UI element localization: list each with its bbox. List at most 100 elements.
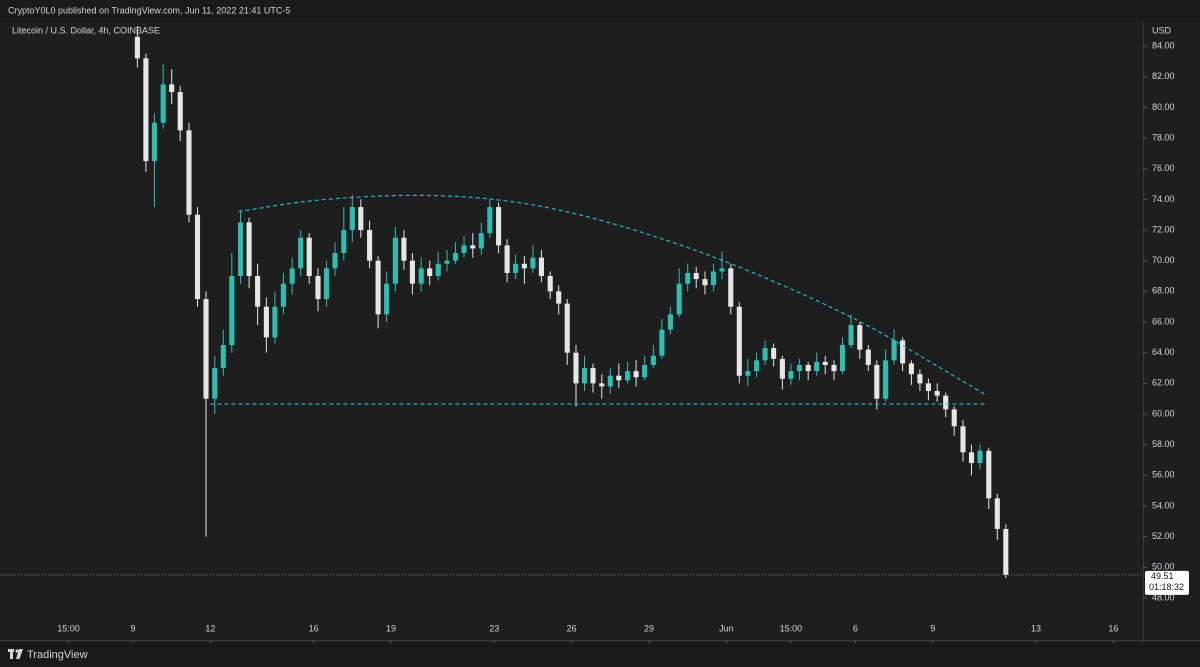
candle-body [367, 230, 373, 261]
y-tick-label: 70.00 [1152, 255, 1175, 265]
candle-body [693, 272, 699, 280]
candle-body [349, 207, 355, 231]
candle-body [943, 395, 949, 410]
x-tick-label: 16 [1108, 623, 1118, 633]
candle-body [530, 257, 536, 269]
candle-body [435, 263, 441, 277]
candle-body [968, 452, 975, 464]
candle-body [169, 84, 175, 93]
candle-body [538, 257, 544, 277]
x-tick-label: 29 [644, 623, 654, 633]
candle-body [194, 214, 201, 300]
y-tick-label: 68.00 [1152, 286, 1175, 296]
y-tick-label: 54.00 [1152, 500, 1175, 510]
candle-body [341, 230, 347, 254]
candle-body [332, 253, 338, 269]
header-bar [0, 0, 1200, 22]
plot-area [134, 26, 1009, 579]
x-tick-label: 15:00 [780, 623, 803, 633]
y-tick-label: 76.00 [1152, 163, 1175, 173]
brand-logo [8, 649, 23, 659]
candle-body [151, 122, 157, 162]
candle-body [556, 291, 562, 304]
candle-body [1003, 529, 1009, 575]
candle-body [977, 450, 983, 464]
symbol-title: Litecoin / U.S. Dollar, 4h, COINBASE [12, 25, 160, 35]
candle-body [203, 299, 209, 399]
x-tick-label: 6 [853, 623, 858, 633]
candle-body [177, 92, 183, 131]
x-tick-label: Jun [719, 623, 734, 633]
candle-body [452, 253, 459, 261]
candle-body [392, 237, 398, 284]
candle-body [255, 276, 261, 307]
candle-body [771, 348, 777, 359]
candle-body [874, 364, 880, 399]
candle-body [461, 245, 467, 254]
candle-body [754, 360, 760, 372]
candle-body [289, 268, 295, 284]
candle-body [323, 268, 330, 300]
x-tick-label: 9 [130, 623, 135, 633]
x-tick-label: 12 [205, 623, 215, 633]
candle-body [384, 283, 390, 315]
publisher-line: CryptoY0L0 published on TradingView.com,… [8, 5, 290, 15]
x-tick-label: 9 [930, 623, 935, 633]
candle-body [625, 371, 631, 381]
candle-body [719, 268, 725, 272]
candle-body [659, 329, 665, 356]
x-tick-label: 13 [1031, 623, 1041, 633]
y-tick-label: 74.00 [1152, 194, 1175, 204]
candle-body [900, 340, 906, 364]
candle-body [779, 358, 785, 379]
candle-body [306, 237, 312, 277]
x-tick-label: 16 [309, 623, 319, 633]
candle-body [822, 361, 828, 365]
candle-body [788, 371, 794, 379]
candle-body [986, 450, 992, 499]
candle-body [315, 276, 321, 300]
candle-body [908, 363, 914, 375]
candle-body [650, 355, 656, 365]
candle-body [891, 340, 897, 361]
last-price-label: 49.51 [1151, 571, 1174, 581]
candle-body [487, 207, 493, 234]
candle-body [427, 268, 433, 277]
y-tick-label: 50.00 [1152, 562, 1175, 572]
y-tick-label: 62.00 [1152, 378, 1175, 388]
candle-body [667, 314, 673, 330]
candle-body [220, 345, 226, 369]
candle-body [418, 268, 424, 284]
candle-body [745, 371, 751, 376]
candle-body [521, 263, 527, 269]
x-tick-label: 15:00 [57, 623, 80, 633]
candle-body [676, 283, 682, 315]
candle-body [409, 260, 415, 284]
brand-name: TradingView [27, 649, 88, 661]
candle-body [642, 364, 648, 378]
candle-body [513, 263, 519, 273]
candle-body [925, 383, 931, 392]
candle-body [848, 325, 854, 346]
y-tick-label: 58.00 [1152, 439, 1175, 449]
candle-body [272, 306, 278, 338]
currency-label: USD [1152, 25, 1172, 35]
candle-body [865, 349, 871, 365]
footer-bar [0, 643, 1200, 667]
candle-body [814, 361, 820, 372]
candle-body [702, 279, 708, 286]
candle-body [238, 222, 244, 277]
candle-body [599, 383, 605, 387]
candle-body [805, 364, 811, 372]
y-tick-label: 48.00 [1152, 592, 1175, 602]
candle-body [934, 391, 940, 396]
candle-body [470, 245, 476, 249]
candle-body [547, 276, 553, 292]
candle-body [607, 375, 613, 387]
candle-body [298, 237, 304, 269]
candle-body [633, 371, 639, 378]
candle-body [831, 364, 837, 372]
candle-body [917, 374, 923, 384]
